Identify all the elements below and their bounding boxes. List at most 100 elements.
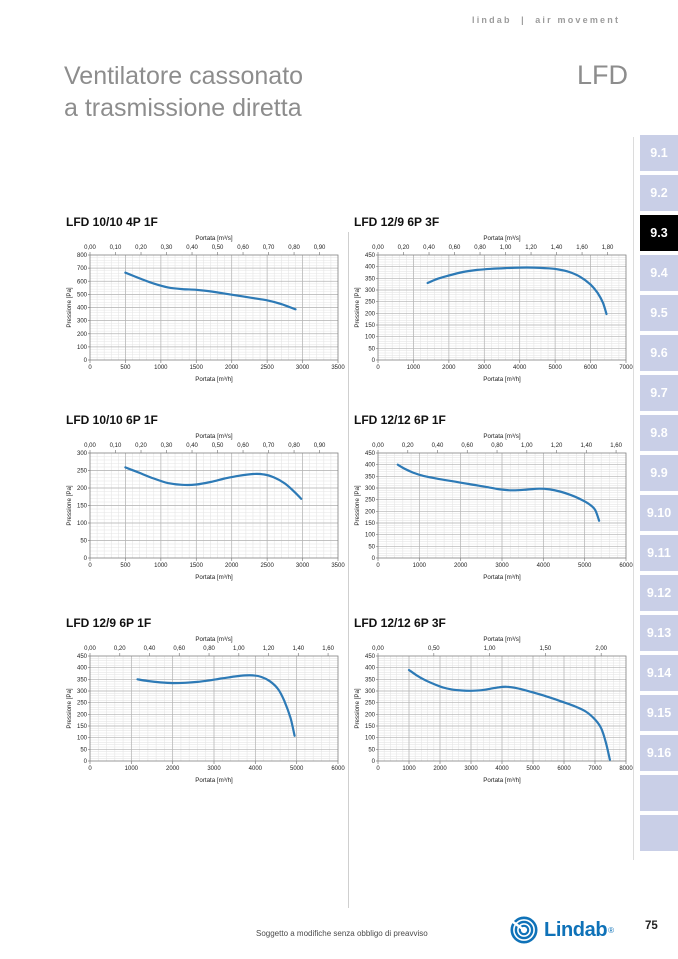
sidebar-tab-9.13[interactable]: 9.13 [640,615,678,651]
svg-text:150: 150 [365,521,376,527]
svg-text:4000: 4000 [249,766,263,772]
svg-text:1000: 1000 [154,563,168,569]
svg-text:400: 400 [77,666,88,672]
chart-title: LFD 12/9 6P 1F [66,616,152,630]
axis-ticks [376,252,627,363]
svg-text:3500: 3500 [331,563,345,569]
sidebar-tab-9.7[interactable]: 9.7 [640,375,678,411]
svg-text:0,80: 0,80 [203,646,215,652]
svg-text:200: 200 [77,486,88,492]
svg-text:200: 200 [77,332,88,338]
sidebar-tab-9.8[interactable]: 9.8 [640,415,678,451]
svg-text:1,00: 1,00 [521,443,533,449]
svg-text:2500: 2500 [260,563,274,569]
performance-curve [407,668,611,761]
svg-text:5000: 5000 [526,766,540,772]
svg-text:450: 450 [77,654,88,660]
svg-text:300: 300 [365,486,376,492]
svg-text:0: 0 [84,759,88,765]
sidebar-tab-9.6[interactable]: 9.6 [640,335,678,371]
svg-text:0: 0 [84,556,88,562]
svg-text:300: 300 [365,689,376,695]
svg-text:100: 100 [77,736,88,742]
svg-text:0,60: 0,60 [173,646,185,652]
chart-title: LFD 12/12 6P 3F [354,616,446,630]
chart-block: LFD 12/12 6P 1F 0 1000 2000 3000 4000 5000 6000… [352,413,634,588]
svg-text:3000: 3000 [464,766,478,772]
sidebar-tab-9.4[interactable]: 9.4 [640,255,678,291]
svg-text:1,60: 1,60 [576,245,588,251]
page-title: Ventilatore cassonato a trasmissione dir… [64,60,303,124]
svg-text:0,50: 0,50 [428,646,440,652]
svg-text:150: 150 [365,323,376,329]
sidebar-tab-9.14[interactable]: 9.14 [640,655,678,691]
svg-text:1000: 1000 [402,766,416,772]
svg-text:50: 50 [368,346,375,352]
svg-text:2000: 2000 [442,365,456,371]
svg-text:Portata [m³/s]: Portata [m³/s] [483,235,520,242]
svg-text:3000: 3000 [495,563,509,569]
svg-text:6000: 6000 [557,766,571,772]
brand-header: lindab | air movement [472,15,621,25]
svg-text:0: 0 [376,365,380,371]
sidebar-tab-9.2[interactable]: 9.2 [640,175,678,211]
chart-block: LFD 12/9 6P 1F 0 1000 2000 3000 4000 5000 6000 0… [64,616,346,791]
svg-text:0,60: 0,60 [449,245,461,251]
sidebar-tab-9.10[interactable]: 9.10 [640,495,678,531]
page-title-line1: Ventilatore cassonato [64,62,304,90]
registered-mark: ® [608,925,615,935]
performance-curve [124,271,297,311]
svg-text:100: 100 [77,521,88,527]
svg-text:0,00: 0,00 [372,245,384,251]
sidebar-tab-9.1[interactable]: 9.1 [640,135,678,171]
svg-text:350: 350 [77,677,88,683]
svg-text:300: 300 [77,451,88,457]
sidebar-tab-9.3[interactable]: 9.3 [640,215,678,251]
sidebar-tab-9.11[interactable]: 9.11 [640,535,678,571]
svg-text:0: 0 [88,766,92,772]
svg-text:300: 300 [77,689,88,695]
svg-text:0,80: 0,80 [288,245,300,251]
chart-canvas: 0 1000 2000 3000 4000 5000 6000 0 50 100 150 200 250… [66,636,345,784]
svg-text:Pressione [Pa]: Pressione [Pa] [354,485,361,526]
svg-text:0,20: 0,20 [114,646,126,652]
svg-text:50: 50 [368,747,375,753]
svg-text:Portata [m³/s]: Portata [m³/s] [195,235,232,242]
svg-text:500: 500 [120,365,131,371]
sidebar-tab-9.15[interactable]: 9.15 [640,695,678,731]
svg-text:Portata [m³/s]: Portata [m³/s] [195,636,232,643]
axis-ticks [88,450,339,561]
svg-text:Portata [m³/h]: Portata [m³/h] [195,376,233,383]
svg-text:1,60: 1,60 [322,646,334,652]
svg-text:5000: 5000 [578,563,592,569]
chart-block: LFD 12/12 6P 3F 0 1000 2000 3000 4000 5000 6000… [352,616,634,791]
svg-text:0,80: 0,80 [491,443,503,449]
svg-text:1,00: 1,00 [233,646,245,652]
sidebar-tab-9.16[interactable]: 9.16 [640,735,678,771]
sidebar-tab-empty-17 [640,815,678,851]
major-grid [378,255,626,360]
sidebar-tab-9.9[interactable]: 9.9 [640,455,678,491]
lindab-rings-icon [508,916,538,944]
svg-text:6000: 6000 [619,563,633,569]
chart-canvas: 0 1000 2000 3000 4000 5000 6000 7000 0 50 100 150 20… [354,235,633,383]
svg-text:1500: 1500 [190,563,204,569]
major-grid [378,656,626,761]
svg-text:0,60: 0,60 [237,443,249,449]
sidebar-tab-9.5[interactable]: 9.5 [640,295,678,331]
svg-text:7000: 7000 [619,365,633,371]
major-grid [90,255,338,360]
chart-canvas: 0 1000 2000 3000 4000 5000 6000 7000 8000 0 50 100 1… [354,636,633,784]
svg-text:0,30: 0,30 [161,443,173,449]
column-divider [348,232,349,908]
sidebar-tab-9.12[interactable]: 9.12 [640,575,678,611]
chart-canvas: 0 500 1000 1500 2000 2500 3000 3500 0 50 100 150 200… [66,433,345,581]
svg-text:1,40: 1,40 [551,245,563,251]
performance-curve [124,466,303,500]
svg-text:400: 400 [365,463,376,469]
svg-text:Portata [m³/s]: Portata [m³/s] [195,433,232,440]
svg-text:0,50: 0,50 [212,443,224,449]
svg-text:2,00: 2,00 [595,646,607,652]
svg-text:450: 450 [365,253,376,259]
svg-text:400: 400 [365,265,376,271]
